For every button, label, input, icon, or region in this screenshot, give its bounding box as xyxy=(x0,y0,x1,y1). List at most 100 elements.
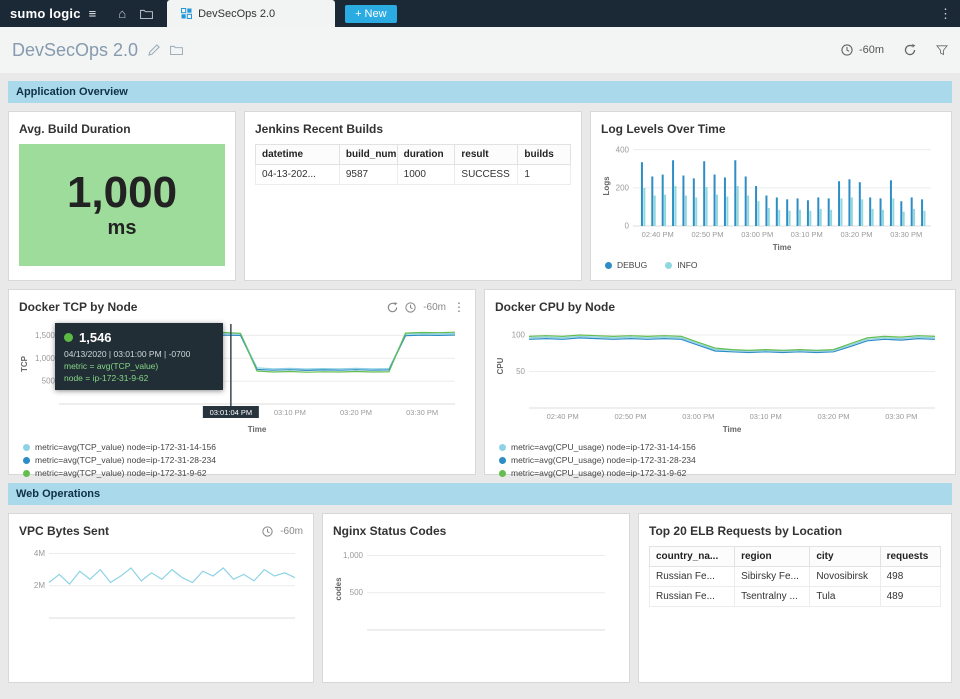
panel-nginx-status-codes: Nginx Status Codes 500 1,000 codes xyxy=(322,513,630,683)
svg-text:500: 500 xyxy=(42,377,56,386)
panel-title: Avg. Build Duration xyxy=(19,122,131,136)
column-header-result[interactable]: result xyxy=(454,144,519,165)
cell-builds: 1 xyxy=(517,164,571,185)
column-header-duration[interactable]: duration xyxy=(396,144,456,165)
panel-time-range[interactable]: -60m xyxy=(280,525,303,537)
legend-dot xyxy=(605,261,612,269)
svg-text:Time: Time xyxy=(723,425,742,434)
legend-label: metric=avg(CPU_usage) node=ip-172-31-28-… xyxy=(511,455,696,465)
cell-datetime: 04-13-202... xyxy=(255,164,340,185)
log-levels-legend: DEBUG INFO xyxy=(601,260,941,270)
folder-icon[interactable] xyxy=(170,45,183,55)
column-header-city[interactable]: city xyxy=(809,546,881,567)
svg-text:1,000: 1,000 xyxy=(35,354,56,363)
cell-city: Tula xyxy=(809,586,881,607)
legend-label: DEBUG xyxy=(617,260,648,270)
panel-avg-build-duration: Avg. Build Duration 1,000 ms xyxy=(8,111,236,281)
panel-top-elb-requests: Top 20 ELB Requests by Location country_… xyxy=(638,513,952,683)
legend-item[interactable]: metric=avg(TCP_value) node=ip-172-31-14-… xyxy=(23,442,249,452)
cell-country: Russian Fe... xyxy=(648,566,736,587)
table-header-row: country_na... region city requests xyxy=(648,546,942,567)
time-range-label[interactable]: -60m xyxy=(858,44,884,56)
section-application-overview[interactable]: Application Overview xyxy=(8,81,952,103)
edit-pencil-icon[interactable] xyxy=(148,44,160,56)
tab-devsecops[interactable]: DevSecOps 2.0 xyxy=(167,0,336,27)
topbar-kebab-icon[interactable]: ⋮ xyxy=(939,5,952,21)
legend-dot xyxy=(499,443,506,451)
legend-item-debug[interactable]: DEBUG xyxy=(605,260,647,270)
svg-text:03:01:04 PM: 03:01:04 PM xyxy=(210,408,253,417)
table-row[interactable]: Russian Fe... Tsentralny ... Tula 489 xyxy=(648,586,942,607)
panel-controls: -60m ⋮ xyxy=(387,300,465,314)
build-duration-value-tile: 1,000 ms xyxy=(19,144,225,266)
svg-text:03:00 PM: 03:00 PM xyxy=(741,230,773,239)
build-duration-value: 1,000 xyxy=(66,168,178,218)
svg-text:02:50 PM: 02:50 PM xyxy=(691,230,723,239)
tooltip-series-dot xyxy=(64,333,73,342)
docker-cpu-chart[interactable]: 50 100 02:40 PM 02:50 PM 03:00 PM 03:10 PM 03:… xyxy=(495,318,945,439)
refresh-icon[interactable] xyxy=(904,44,916,56)
column-header-country[interactable]: country_na... xyxy=(648,546,736,567)
legend-item[interactable]: metric=avg(TCP_value) node=ip-172-31-28-… xyxy=(23,455,249,465)
panel-title: VPC Bytes Sent xyxy=(19,524,110,538)
legend-item[interactable]: metric=avg(CPU_usage) node=ip-172-31-9-6… xyxy=(499,468,725,478)
svg-text:02:50 PM: 02:50 PM xyxy=(614,412,646,421)
panel-vpc-bytes-sent: VPC Bytes Sent -60m 2M 4M xyxy=(8,513,314,683)
panel-controls: -60m xyxy=(262,526,303,537)
hamburger-menu-icon[interactable]: ≡ xyxy=(88,6,97,21)
svg-text:03:20 PM: 03:20 PM xyxy=(840,230,872,239)
legend-label: metric=avg(CPU_usage) node=ip-172-31-14-… xyxy=(511,442,696,452)
dashboard-content: Application Overview Avg. Build Duration… xyxy=(0,73,960,699)
log-levels-chart[interactable]: 0 200 400 02:40 PM 02:50 PM 03:00 PM 03:10 PM 0… xyxy=(601,140,941,257)
new-button[interactable]: + New xyxy=(345,4,397,23)
cell-duration: 1000 xyxy=(396,164,456,185)
table-row[interactable]: Russian Fe... Sibirsky Fe... Novosibirsk… xyxy=(648,566,942,587)
home-icon[interactable]: ⌂ xyxy=(118,6,127,21)
clock-icon[interactable] xyxy=(262,525,273,537)
column-header-region[interactable]: region xyxy=(734,546,811,567)
panel-kebab-icon[interactable]: ⋮ xyxy=(453,300,465,314)
cell-city: Novosibirsk xyxy=(809,566,881,587)
legend-item-info[interactable]: INFO xyxy=(665,260,698,270)
panel-time-range[interactable]: -60m xyxy=(423,301,446,313)
panel-title: Jenkins Recent Builds xyxy=(255,122,384,136)
column-header-datetime[interactable]: datetime xyxy=(255,144,340,165)
svg-text:4M: 4M xyxy=(34,549,45,558)
svg-text:03:20 PM: 03:20 PM xyxy=(817,412,849,421)
legend-label: metric=avg(TCP_value) node=ip-172-31-9-6… xyxy=(35,468,207,478)
svg-text:2M: 2M xyxy=(34,581,45,590)
docker-tcp-chart[interactable]: 1,546 04/13/2020 | 03:01:00 PM | -0700 m… xyxy=(19,318,465,439)
legend-item[interactable]: metric=avg(CPU_usage) node=ip-172-31-28-… xyxy=(499,455,725,465)
legend-dot xyxy=(23,456,30,464)
svg-text:codes: codes xyxy=(334,577,343,601)
topbar: sumo logic ≡ ⌂ DevSecOps 2.0 + New ⋮ xyxy=(0,0,960,27)
panel-title: Nginx Status Codes xyxy=(333,524,447,538)
svg-text:1,000: 1,000 xyxy=(343,551,364,560)
page-title: DevSecOps 2.0 xyxy=(12,39,139,60)
svg-text:1,500: 1,500 xyxy=(35,331,56,340)
svg-text:500: 500 xyxy=(350,588,364,597)
nginx-status-chart[interactable]: 500 1,000 codes xyxy=(333,542,619,659)
svg-text:03:10 PM: 03:10 PM xyxy=(791,230,823,239)
panel-title: Top 20 ELB Requests by Location xyxy=(649,524,843,538)
refresh-icon[interactable] xyxy=(387,301,398,313)
clock-icon[interactable] xyxy=(405,301,416,313)
column-header-builds[interactable]: builds xyxy=(517,144,571,165)
section-web-operations[interactable]: Web Operations xyxy=(8,483,952,505)
legend-label: metric=avg(CPU_usage) node=ip-172-31-9-6… xyxy=(511,468,687,478)
legend-dot xyxy=(499,469,506,477)
filter-funnel-icon[interactable] xyxy=(936,44,948,56)
legend-item[interactable]: metric=avg(TCP_value) node=ip-172-31-9-6… xyxy=(23,468,249,478)
table-row[interactable]: 04-13-202... 9587 1000 SUCCESS 1 xyxy=(255,164,571,185)
column-header-requests[interactable]: requests xyxy=(879,546,942,567)
tooltip-metric: metric = avg(TCP_value) xyxy=(64,361,159,371)
folder-icon[interactable] xyxy=(140,9,153,19)
clock-icon[interactable] xyxy=(841,44,853,56)
legend-item[interactable]: metric=avg(CPU_usage) node=ip-172-31-14-… xyxy=(499,442,725,452)
vpc-bytes-chart[interactable]: 2M 4M xyxy=(19,542,303,647)
legend-dot xyxy=(23,443,30,451)
tab-label: DevSecOps 2.0 xyxy=(198,7,276,20)
column-header-build-num[interactable]: build_num xyxy=(338,144,398,165)
cell-country: Russian Fe... xyxy=(648,586,736,607)
svg-text:03:30 PM: 03:30 PM xyxy=(885,412,917,421)
